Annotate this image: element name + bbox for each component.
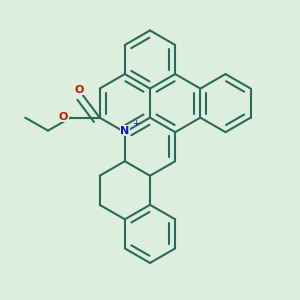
Text: +: + <box>132 119 139 128</box>
Text: N: N <box>120 125 130 136</box>
Text: O: O <box>59 112 68 122</box>
Text: O: O <box>74 85 83 95</box>
